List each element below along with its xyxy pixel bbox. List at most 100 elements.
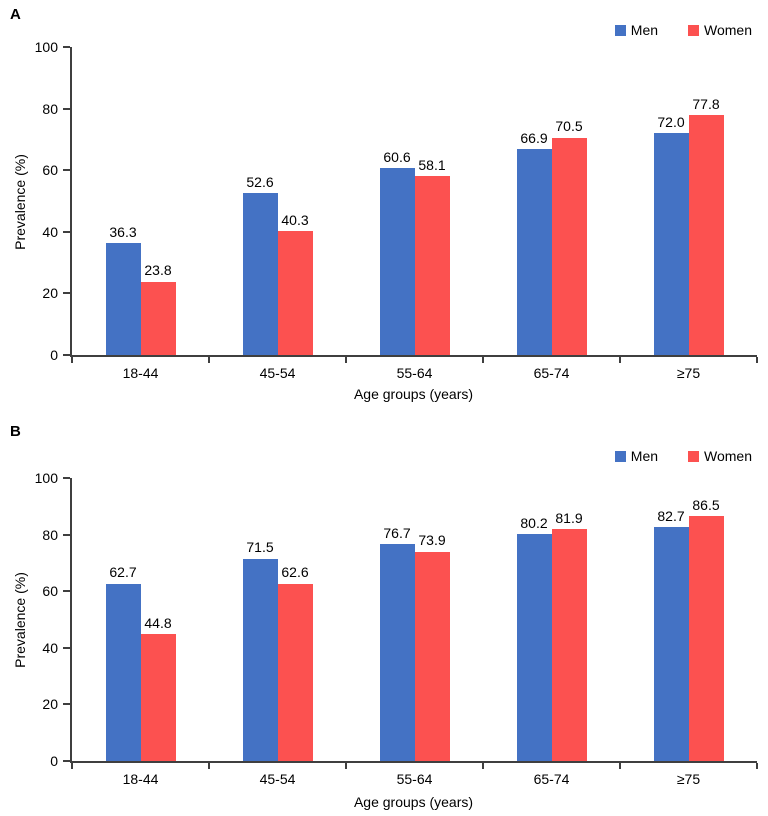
- y-axis-tick-label: 80: [42, 100, 58, 117]
- bar-value-label: 58.1: [418, 156, 446, 173]
- legend-label-men: Men: [630, 22, 659, 38]
- plot-area-b: 0 20 40 60 80 100 62.7 44.8 71.5 62.6 76.7 73.9 80.2…: [35, 471, 758, 787]
- bar-value-label: 70.5: [555, 118, 583, 135]
- y-axis-tick-label: 20: [42, 285, 58, 302]
- y-axis-title: Prevalence (%): [12, 572, 28, 668]
- bar-column: 80.2: [516, 478, 552, 761]
- x-axis-tick: [619, 357, 621, 363]
- bar-value-label: 36.3: [109, 223, 137, 240]
- bar-women-65-74: [551, 529, 587, 761]
- y-axis-tick-label: 100: [34, 39, 58, 55]
- x-axis-tick: [345, 357, 347, 363]
- y-axis-tick: [63, 646, 70, 649]
- y-axis-tick: [63, 590, 70, 593]
- x-axis-tick: [208, 357, 210, 363]
- x-axis-tick: [71, 357, 73, 363]
- category-group: 66.9 70.5: [483, 47, 620, 355]
- bar-column: 81.9: [551, 478, 587, 761]
- bar-column: 72.0: [653, 47, 689, 355]
- y-axis-tick-label: 60: [42, 162, 58, 179]
- legend-a: Men Women: [614, 22, 752, 38]
- y-axis-title: Prevalence (%): [12, 154, 28, 250]
- y-axis-tick: [63, 477, 70, 479]
- y-axis-tick: [63, 354, 70, 356]
- women-swatch-icon: [688, 450, 700, 462]
- plot-area-a: 0 20 40 60 80 100 36.3 23.8 52.6 40.3 60.6 58.1 66.9…: [35, 40, 758, 381]
- bar-value-label: 44.8: [144, 614, 172, 631]
- y-axis-tick-label: 20: [42, 696, 58, 713]
- bar-value-label: 23.8: [144, 262, 172, 279]
- legend-b: Men Women: [614, 448, 752, 464]
- panel-label-a: A: [10, 6, 22, 23]
- bar-column: 62.7: [105, 478, 141, 761]
- bar-column: 23.8: [140, 47, 176, 355]
- bars-area: 36.3 23.8 52.6 40.3 60.6 58.1 66.9 70.5 72.0 77.8: [72, 47, 757, 355]
- y-axis-tick: [63, 230, 70, 233]
- legend-label-women: Women: [704, 22, 752, 38]
- category-label: 45-54: [259, 365, 296, 381]
- bar-men-≥75: [653, 526, 689, 761]
- bar-column: 40.3: [277, 47, 313, 355]
- legend-item-women: Women: [688, 448, 752, 464]
- legend-item-men: Men: [614, 22, 659, 38]
- bar-men-55-64: [379, 543, 415, 761]
- bar-value-label: 62.7: [109, 564, 137, 581]
- x-axis-tick: [619, 763, 621, 769]
- y-axis-tick: [63, 760, 70, 762]
- y-axis-tick: [63, 169, 70, 172]
- y-axis-tick: [63, 292, 70, 295]
- bar-women-55-64: [414, 551, 450, 761]
- bar-men-45-54: [242, 558, 278, 761]
- category-label: 65-74: [533, 365, 570, 381]
- bar-column: 76.7: [379, 478, 415, 761]
- legend-item-men: Men: [614, 448, 659, 464]
- category-group: 71.5 62.6: [209, 478, 346, 761]
- category-label: 45-54: [259, 771, 296, 787]
- chart-panel-a: A Men Women Prevalence (%) 0 20 40 60 80 100 3…: [10, 6, 758, 402]
- y-axis-tick: [63, 107, 70, 110]
- men-swatch-icon: [614, 24, 626, 36]
- x-axis-tick: [482, 763, 484, 769]
- category-group: 60.6 58.1: [346, 47, 483, 355]
- bar-men-≥75: [653, 133, 689, 355]
- bar-column: 60.6: [379, 47, 415, 355]
- legend-label-men: Men: [630, 448, 659, 464]
- y-axis-tick-label: 60: [42, 583, 58, 600]
- women-swatch-icon: [688, 24, 700, 36]
- x-axis-tick: [208, 763, 210, 769]
- y-axis-tick-label: 0: [50, 347, 58, 363]
- bar-value-label: 81.9: [555, 509, 583, 526]
- legend-label-women: Women: [704, 448, 752, 464]
- category-group: 36.3 23.8: [72, 47, 209, 355]
- bar-column: 77.8: [688, 47, 724, 355]
- men-swatch-icon: [614, 450, 626, 462]
- category-label: ≥75: [676, 365, 701, 381]
- category-labels: 18-44 45-54 55-64 65-74 ≥75: [72, 771, 757, 787]
- bar-value-label: 82.7: [657, 507, 685, 524]
- y-axis-tick: [63, 46, 70, 48]
- bar-value-label: 73.9: [418, 532, 446, 549]
- bar-value-label: 76.7: [383, 524, 411, 541]
- category-label: 55-64: [396, 771, 433, 787]
- category-labels: 18-44 45-54 55-64 65-74 ≥75: [72, 365, 757, 381]
- chart-panel-b: B Men Women Prevalence (%) 0 20 40 60 80 100 6…: [0, 408, 768, 816]
- x-axis-title: Age groups (years): [353, 386, 474, 402]
- bar-column: 52.6: [242, 47, 278, 355]
- bar-column: 82.7: [653, 478, 689, 761]
- category-group: 76.7 73.9: [346, 478, 483, 761]
- bar-women-≥75: [688, 516, 724, 761]
- bar-women-55-64: [414, 176, 450, 355]
- bar-value-label: 77.8: [692, 96, 720, 112]
- bar-women-45-54: [277, 583, 313, 761]
- bar-value-label: 72.0: [657, 113, 685, 130]
- category-group: 72.0 77.8: [620, 47, 757, 355]
- y-axis-tick: [63, 533, 70, 536]
- bar-value-label: 52.6: [246, 173, 274, 190]
- category-label: 55-64: [396, 365, 433, 381]
- x-axis-tick: [756, 763, 758, 769]
- bar-women-65-74: [551, 137, 587, 355]
- y-axis-tick: [63, 703, 70, 706]
- category-label: 65-74: [533, 771, 570, 787]
- y-axis-tick-label: 80: [42, 526, 58, 543]
